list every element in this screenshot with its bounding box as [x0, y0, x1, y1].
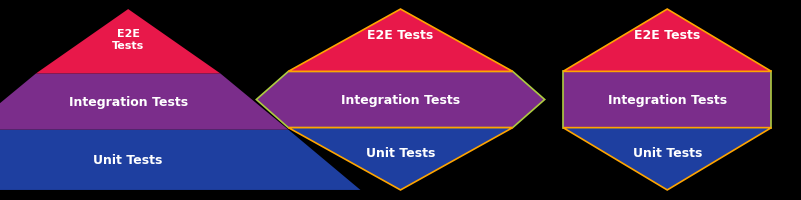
- Polygon shape: [563, 128, 771, 190]
- Polygon shape: [288, 128, 513, 190]
- Polygon shape: [256, 72, 545, 128]
- Polygon shape: [36, 10, 220, 74]
- Text: Integration Tests: Integration Tests: [69, 96, 187, 108]
- Polygon shape: [563, 10, 771, 72]
- Text: Unit Tests: Unit Tests: [366, 147, 435, 159]
- Text: Integration Tests: Integration Tests: [608, 94, 727, 106]
- Text: Unit Tests: Unit Tests: [94, 154, 163, 166]
- Polygon shape: [288, 10, 513, 72]
- Polygon shape: [0, 130, 360, 190]
- Polygon shape: [563, 72, 771, 128]
- Polygon shape: [0, 74, 288, 130]
- Text: E2E Tests: E2E Tests: [368, 29, 433, 41]
- Text: E2E
Tests: E2E Tests: [112, 29, 144, 51]
- Text: E2E Tests: E2E Tests: [634, 29, 700, 41]
- Text: Unit Tests: Unit Tests: [633, 147, 702, 159]
- Text: Integration Tests: Integration Tests: [341, 94, 460, 106]
